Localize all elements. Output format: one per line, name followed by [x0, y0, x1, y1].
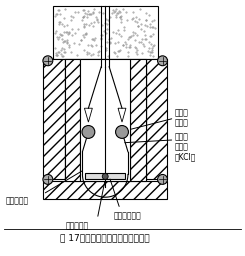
Bar — [53, 6, 158, 59]
Bar — [80, 59, 130, 182]
Polygon shape — [118, 108, 126, 122]
Bar — [130, 59, 146, 182]
Text: サーミスタ: サーミスタ — [5, 196, 28, 205]
Bar — [65, 59, 146, 182]
Circle shape — [158, 175, 168, 184]
Circle shape — [82, 125, 95, 138]
Bar — [146, 59, 168, 179]
Circle shape — [158, 56, 168, 66]
Text: 図 17　電極法酸素計測器の構造例: 図 17 電極法酸素計測器の構造例 — [60, 234, 150, 243]
Bar — [43, 59, 65, 179]
Bar — [65, 59, 80, 182]
Circle shape — [43, 56, 53, 66]
Text: テフロン膜: テフロン膜 — [66, 221, 89, 230]
Bar — [80, 59, 130, 182]
Bar — [43, 182, 168, 199]
Bar — [86, 174, 125, 179]
Circle shape — [43, 175, 53, 184]
Circle shape — [102, 174, 108, 179]
Circle shape — [116, 125, 128, 138]
Polygon shape — [85, 108, 92, 122]
Text: 電解質
ゼリー
（KCl）: 電解質 ゼリー （KCl） — [174, 132, 196, 162]
Text: 銀電極
（＋）: 銀電極 （＋） — [174, 108, 188, 128]
Text: 金電極（－）: 金電極（－） — [114, 211, 142, 220]
